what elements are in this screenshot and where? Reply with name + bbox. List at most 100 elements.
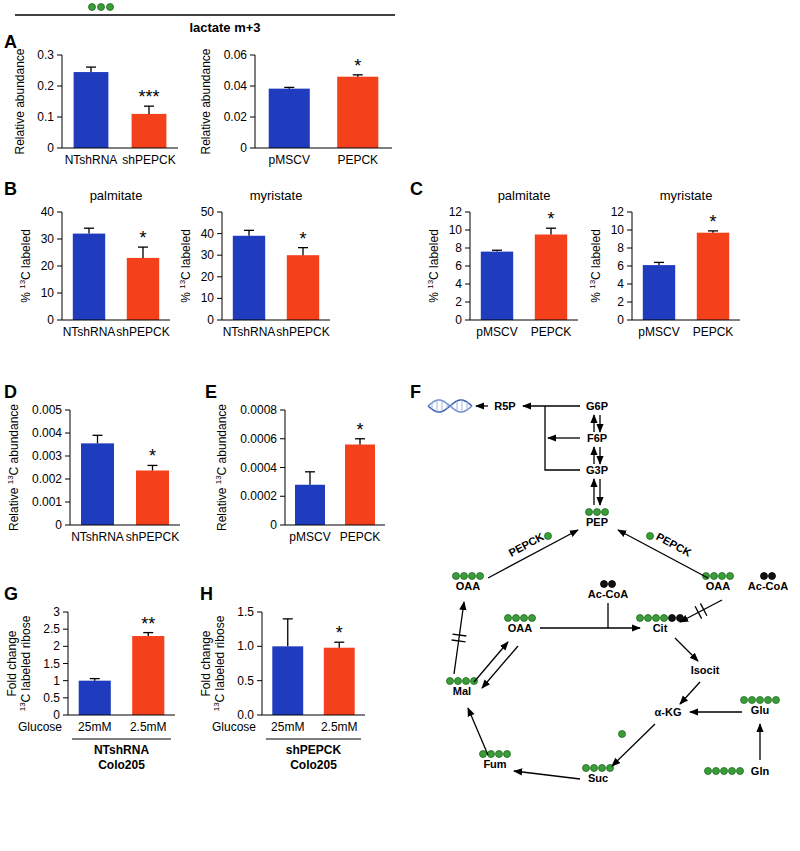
y-tick — [65, 456, 70, 457]
panel-letter: F — [410, 382, 421, 402]
y-tick — [627, 230, 632, 231]
plot-marks — [81, 435, 169, 525]
y-axis — [255, 55, 256, 148]
plot-marks — [269, 75, 379, 148]
labeled-carbon — [719, 573, 726, 580]
y-tick — [627, 284, 632, 285]
y-tick-label: 6 — [617, 259, 624, 273]
arrow — [599, 479, 600, 505]
arrow — [454, 602, 464, 674]
dna-rung — [442, 401, 443, 412]
plot-marks — [481, 228, 567, 320]
panel-letter: B — [4, 179, 17, 199]
y-tick — [280, 467, 285, 468]
metabolite: Ac-CoA — [588, 581, 628, 601]
bar — [324, 648, 355, 715]
group-label: shPEPCK — [286, 743, 342, 757]
labeled-carbon — [711, 573, 718, 580]
error-bar — [144, 106, 154, 114]
labeled-carbon — [741, 697, 748, 704]
metabolite: Cit — [637, 615, 684, 635]
labeled-carbon — [504, 751, 511, 758]
y-tick-label: 1.0 — [237, 639, 254, 653]
labeled-carbon — [505, 615, 512, 622]
y-tick — [63, 715, 68, 716]
metabolite-label: PEP — [586, 516, 608, 528]
arrow — [599, 447, 600, 464]
labeled-carbon — [661, 615, 668, 622]
panel-letter: H — [200, 584, 213, 604]
y-tick-label: 10 — [201, 291, 215, 305]
labeled-carbon — [721, 768, 728, 775]
unlabeled-carbon — [761, 573, 768, 580]
x-axis — [255, 148, 392, 149]
significance: * — [547, 209, 554, 229]
y-tick — [465, 302, 470, 303]
error-cap — [86, 66, 96, 67]
y-label-group: Fold change13C labeled ribose — [5, 615, 33, 711]
labeled-carbon — [529, 615, 536, 622]
y-tick-label: 30 — [201, 248, 215, 262]
labeled-carbon — [496, 751, 503, 758]
x-axis — [62, 148, 178, 149]
carbon-dots — [480, 751, 511, 758]
y-axis — [62, 55, 63, 148]
y-tick — [257, 612, 262, 613]
x-axis — [262, 715, 365, 716]
axis-label: % 13C labeled — [18, 229, 33, 303]
block-bar — [452, 640, 466, 642]
y-tick — [257, 680, 262, 681]
co2-carbon — [619, 731, 626, 738]
y-tick-label: 0.002 — [32, 472, 62, 486]
y-tick-label: 20 — [201, 270, 215, 284]
metabolite: G6P — [586, 400, 608, 412]
labeled-carbon — [591, 765, 598, 772]
y-label-group: Relative 13C abundance — [6, 404, 21, 531]
metabolite: Glu — [741, 697, 780, 717]
label-part: % — [179, 289, 193, 303]
bar — [74, 72, 109, 148]
dna-icon — [428, 400, 472, 412]
dna-strand — [428, 400, 472, 412]
x-axis — [62, 320, 170, 321]
x-axis — [222, 320, 330, 321]
error-bar — [283, 619, 293, 646]
plot-marks — [272, 619, 354, 715]
dna-rung — [452, 404, 453, 407]
y-tick — [250, 117, 255, 118]
error-line — [309, 472, 310, 485]
label-part: Fold change — [5, 630, 19, 696]
arrow — [680, 600, 722, 622]
labeled-carbon — [637, 615, 644, 622]
y-tick-label: 0 — [455, 313, 462, 327]
label-part: % — [427, 289, 441, 303]
metabolite: OAA — [505, 615, 536, 635]
labeled-carbon — [602, 509, 609, 516]
y-tick-label: 0.5 — [237, 674, 254, 688]
y-tick — [465, 212, 470, 213]
axis-label: % 13C labeled — [588, 229, 603, 303]
y-tick-label: 0.2 — [37, 79, 54, 93]
arrow — [593, 415, 594, 432]
category-label: 25mM — [271, 720, 304, 734]
labeled-carbon — [453, 573, 460, 580]
labeled-carbon — [455, 678, 462, 685]
error-bar — [86, 67, 96, 72]
axis-label: % 13C labeled — [178, 229, 193, 303]
bar — [132, 114, 167, 148]
metabolite-label: F6P — [587, 432, 607, 444]
y-tick — [57, 86, 62, 87]
plot-marks — [73, 228, 159, 320]
y-tick-label: 0 — [617, 313, 624, 327]
arrow — [523, 405, 580, 406]
y-tick — [465, 266, 470, 267]
y-tick — [65, 525, 70, 526]
y-tick — [250, 86, 255, 87]
label-part: C labeled — [179, 229, 193, 280]
label-part: Relative abundance — [199, 48, 213, 154]
y-tick-label: 6 — [455, 259, 462, 273]
carbon-dots — [586, 509, 609, 516]
error-line — [248, 230, 249, 235]
y-tick-label: 0.001 — [32, 495, 62, 509]
metabolite-label: OAA — [456, 580, 481, 592]
